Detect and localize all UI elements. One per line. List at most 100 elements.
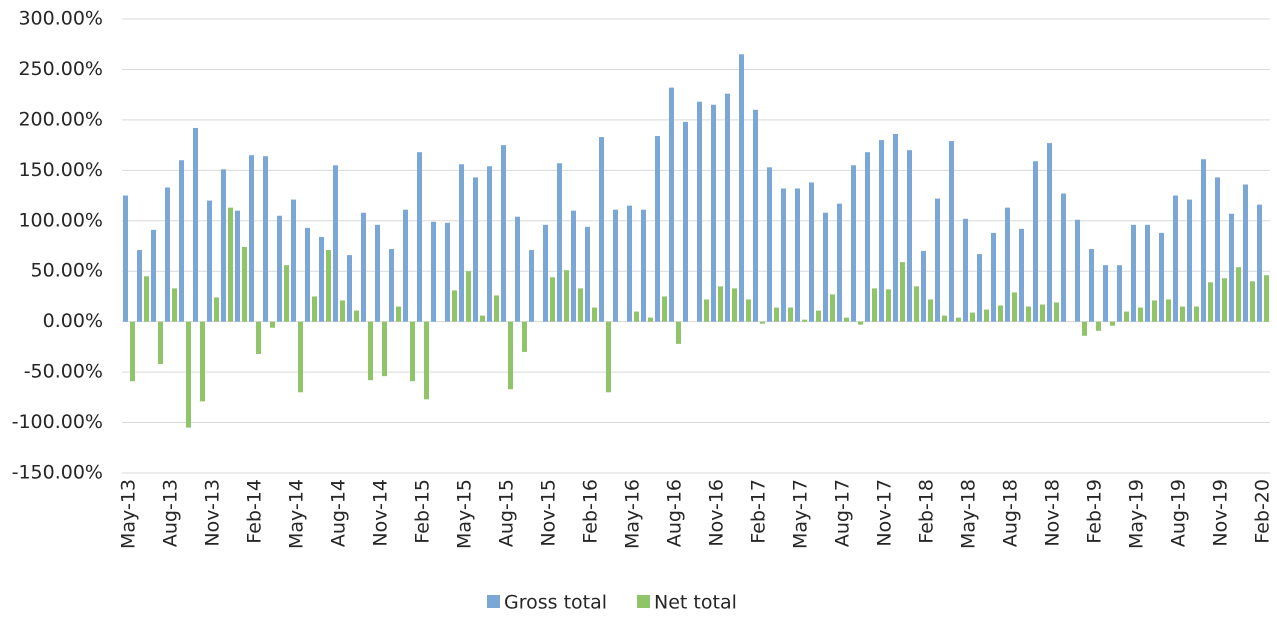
bar <box>1187 199 1192 322</box>
y-tick-label: -100.00% <box>12 411 103 433</box>
bar <box>634 311 639 322</box>
y-tick-label: 150.00% <box>18 159 103 181</box>
bar <box>1124 311 1129 322</box>
bar <box>494 295 499 322</box>
x-tick-label: May-19 <box>1126 479 1148 549</box>
bar <box>550 277 555 322</box>
bar <box>221 169 226 322</box>
bar <box>683 121 688 322</box>
bar <box>459 164 464 322</box>
bar <box>949 141 954 322</box>
bar <box>599 137 604 322</box>
bar <box>235 210 240 322</box>
bar <box>1173 195 1178 322</box>
y-tick-label: 0.00% <box>43 310 103 332</box>
bar <box>452 290 457 322</box>
bar <box>466 271 471 322</box>
bar <box>1222 278 1227 322</box>
bar <box>753 109 758 322</box>
y-tick-label: 250.00% <box>18 58 103 80</box>
bar <box>613 209 618 322</box>
bar <box>767 167 772 322</box>
bar <box>732 288 737 322</box>
bar <box>1194 306 1199 322</box>
bar <box>865 152 870 322</box>
x-tick-label: Feb-15 <box>412 479 434 544</box>
bar <box>480 315 485 322</box>
bar <box>739 54 744 322</box>
bar <box>1082 321 1087 336</box>
x-tick-label: Nov-14 <box>370 479 392 547</box>
x-tick-label: Aug-18 <box>1000 479 1022 547</box>
bar <box>326 250 331 322</box>
bar <box>872 288 877 322</box>
bar <box>312 296 317 322</box>
bar <box>431 221 436 322</box>
bar <box>389 249 394 322</box>
bar <box>1089 249 1094 322</box>
bar <box>186 321 191 428</box>
bar <box>1166 299 1171 322</box>
x-tick-label: Feb-19 <box>1084 479 1106 544</box>
bar <box>445 222 450 322</box>
bar <box>1026 306 1031 322</box>
x-tick-label: May-14 <box>286 479 308 549</box>
bar <box>1110 321 1115 326</box>
bar <box>144 276 149 322</box>
bar <box>669 87 674 322</box>
bar <box>837 203 842 322</box>
x-tick-label: Nov-16 <box>706 479 728 547</box>
bar <box>249 155 254 322</box>
bar <box>1180 306 1185 322</box>
bar <box>928 299 933 322</box>
bar <box>1257 204 1262 322</box>
x-tick-label: Aug-17 <box>832 479 854 547</box>
bar <box>704 299 709 322</box>
bar <box>1054 302 1059 322</box>
x-tick-label: Aug-13 <box>160 479 182 547</box>
bar <box>1047 143 1052 322</box>
bar <box>368 321 373 381</box>
bar <box>725 93 730 322</box>
x-tick-label: May-15 <box>454 479 476 549</box>
bar <box>1201 159 1206 322</box>
x-tick-label: May-17 <box>790 479 812 549</box>
bar <box>760 321 765 324</box>
bar <box>984 309 989 322</box>
bar <box>676 321 681 344</box>
bar <box>347 255 352 322</box>
bar <box>207 200 212 322</box>
bar <box>165 187 170 322</box>
bar <box>655 136 660 322</box>
x-tick-label: Feb-18 <box>916 479 938 544</box>
x-tick-label: Nov-17 <box>874 479 896 547</box>
x-tick-label: Feb-16 <box>580 479 602 544</box>
y-tick-label: 200.00% <box>18 108 103 130</box>
x-tick-label: Aug-19 <box>1168 479 1190 547</box>
bar <box>193 127 198 322</box>
bar <box>830 294 835 322</box>
y-tick-label: 50.00% <box>31 260 103 282</box>
bar <box>382 321 387 377</box>
bar <box>242 247 247 322</box>
bar <box>823 212 828 322</box>
bar <box>648 317 653 322</box>
bar <box>214 297 219 322</box>
bar <box>291 199 296 322</box>
bar <box>585 226 590 322</box>
bar <box>935 198 940 322</box>
bar <box>305 227 310 322</box>
bar <box>1229 213 1234 322</box>
bar <box>354 310 359 322</box>
bar <box>319 236 324 322</box>
bar <box>123 195 128 322</box>
legend-label: Gross total <box>504 592 607 614</box>
bar <box>1005 207 1010 322</box>
bar <box>662 296 667 322</box>
bar <box>956 317 961 322</box>
x-tick-label: Feb-20 <box>1252 479 1274 544</box>
bar <box>718 286 723 322</box>
bar <box>270 321 275 328</box>
bar <box>893 134 898 322</box>
